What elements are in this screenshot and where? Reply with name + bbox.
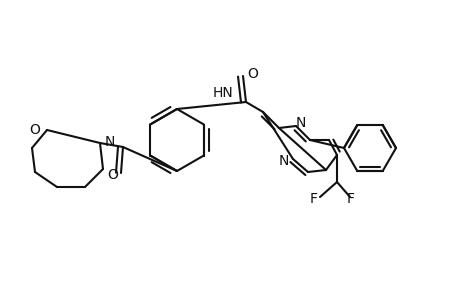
Text: N: N	[295, 116, 306, 130]
Text: O: O	[29, 123, 40, 137]
Text: N: N	[278, 154, 289, 168]
Text: F: F	[309, 192, 317, 206]
Text: HN: HN	[212, 86, 233, 100]
Text: F: F	[346, 192, 354, 206]
Text: O: O	[107, 168, 118, 182]
Text: N: N	[105, 135, 115, 149]
Text: O: O	[247, 67, 258, 81]
